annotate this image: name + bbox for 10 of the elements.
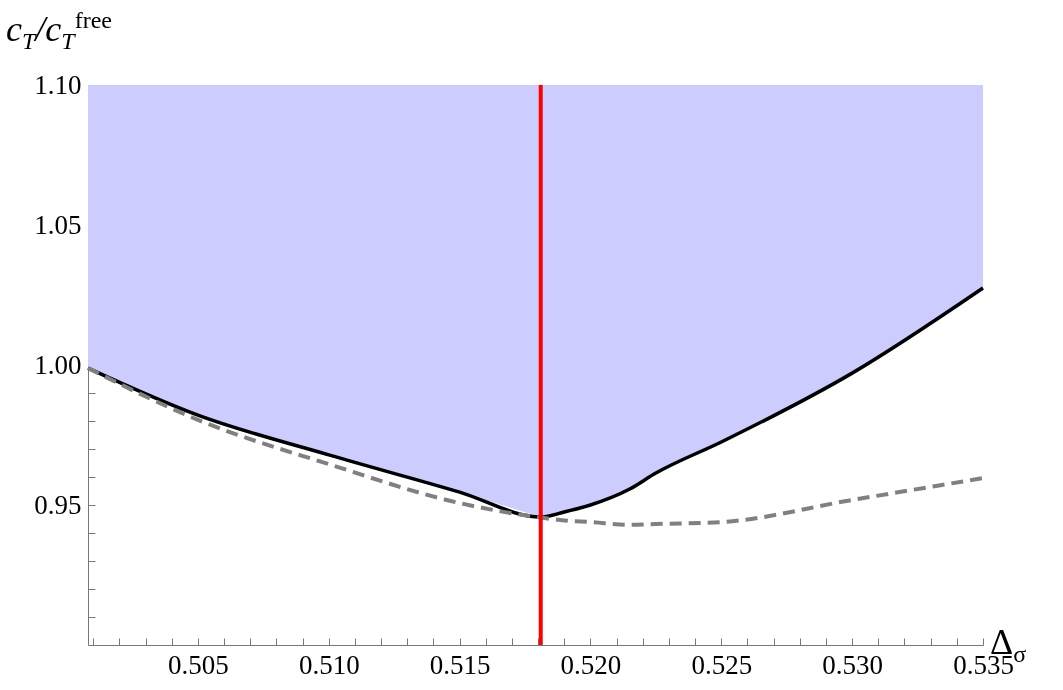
y-tick-label: 0.95	[34, 489, 82, 520]
x-tick-label: 0.530	[822, 649, 884, 680]
x-tick-label: 0.510	[298, 649, 360, 680]
y-tick-label: 1.10	[34, 69, 82, 100]
x-tick-label: 0.515	[429, 649, 491, 680]
x-tick-label: 0.505	[168, 649, 229, 680]
x-tick-label: 0.525	[691, 649, 753, 680]
x-tick-label: 0.520	[560, 649, 622, 680]
y-tick-label: 1.00	[34, 349, 82, 380]
y-tick-label: 1.05	[34, 209, 82, 240]
